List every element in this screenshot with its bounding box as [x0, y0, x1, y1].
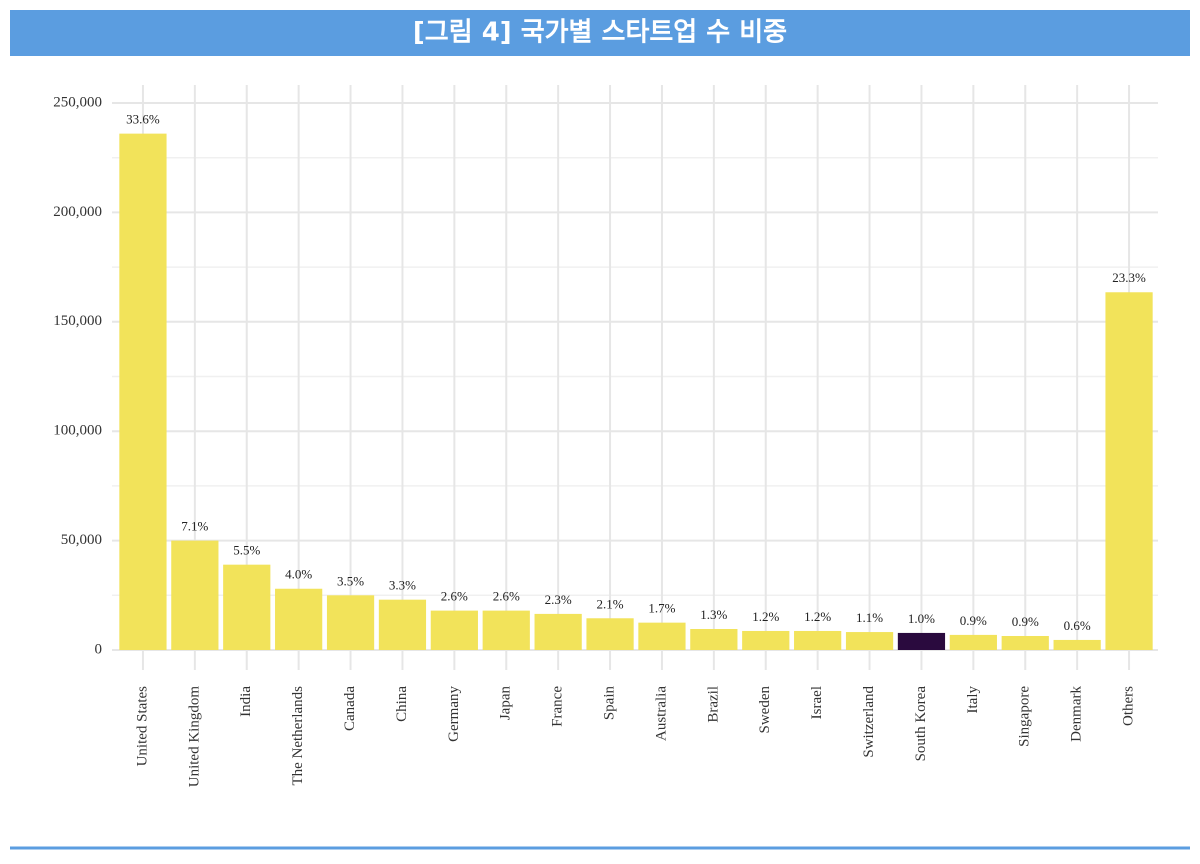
- x-tick-label: Singapore: [1017, 686, 1033, 747]
- bar: [638, 622, 686, 650]
- value-label: 4.0%: [285, 567, 312, 582]
- bar: [1001, 635, 1049, 650]
- x-tick-label: Spain: [601, 686, 617, 721]
- value-label: 3.5%: [337, 573, 364, 588]
- x-tick-label: Brazil: [705, 686, 721, 723]
- value-label: 1.2%: [752, 609, 779, 624]
- marks: [119, 133, 1153, 650]
- value-label: 33.6%: [126, 112, 160, 127]
- bar: [949, 634, 997, 650]
- y-tick-label: 200,000: [53, 204, 102, 220]
- bar: [794, 630, 842, 650]
- x-tick-label: Others: [1120, 686, 1136, 726]
- value-label: 2.1%: [597, 596, 624, 611]
- bar: [223, 564, 271, 650]
- bar: [1105, 292, 1153, 650]
- bar: [119, 133, 167, 650]
- y-tick-label: 150,000: [53, 313, 102, 329]
- x-tick-label: Sweden: [757, 686, 773, 734]
- value-label: 1.1%: [856, 610, 883, 625]
- x-tick-label: Germany: [446, 686, 462, 742]
- value-label: 2.3%: [545, 592, 572, 607]
- y-tick-label: 0: [95, 641, 103, 657]
- x-tick-label: United Kingdom: [186, 686, 202, 788]
- x-tick-label: South Korea: [913, 686, 929, 762]
- x-tick-label: France: [550, 686, 566, 727]
- x-tick-label: China: [394, 686, 410, 722]
- x-tick-label: India: [238, 686, 254, 717]
- bar: [534, 613, 582, 650]
- value-label: 1.0%: [908, 611, 935, 626]
- x-tick-label: Italy: [965, 686, 981, 714]
- value-label: 23.3%: [1112, 270, 1146, 285]
- x-tick-label: Denmark: [1069, 686, 1085, 742]
- value-label: 1.7%: [648, 601, 675, 616]
- bar: [378, 599, 427, 650]
- value-label: 7.1%: [181, 519, 208, 534]
- bar: [897, 632, 946, 650]
- x-tick-label: Japan: [498, 686, 514, 721]
- value-label: 1.2%: [804, 609, 831, 624]
- bar: [482, 610, 530, 650]
- y-tick-label: 50,000: [61, 532, 102, 548]
- x-tick-label: Australia: [653, 686, 669, 741]
- grid: [112, 85, 1158, 670]
- value-label: 3.3%: [389, 578, 416, 593]
- chart-title: [그림 4] 국가별 스타트업 수 비중: [413, 18, 787, 48]
- bar: [742, 630, 790, 650]
- bar: [275, 588, 323, 650]
- bar: [690, 628, 738, 650]
- title-bar: [10, 10, 1190, 56]
- bar: [326, 595, 375, 650]
- value-label: 0.9%: [1012, 614, 1039, 629]
- bar: [430, 610, 478, 650]
- bar: [1053, 639, 1101, 650]
- bar: [586, 618, 634, 650]
- x-tick-label: United States: [134, 686, 150, 767]
- x-tick-label: The Netherlands: [290, 686, 306, 786]
- value-label: 0.6%: [1064, 618, 1091, 633]
- bar: [845, 632, 894, 650]
- value-label: 2.6%: [441, 589, 468, 604]
- value-label: 0.9%: [960, 613, 987, 628]
- x-tick-label: Switzerland: [861, 686, 877, 758]
- value-label: 2.6%: [493, 589, 520, 604]
- x-tick-label: Canada: [342, 686, 358, 731]
- y-tick-label: 100,000: [53, 423, 102, 439]
- x-tick-label: Israel: [809, 686, 825, 719]
- y-tick-label: 250,000: [53, 94, 102, 110]
- bar: [171, 540, 219, 650]
- value-label: 5.5%: [233, 543, 260, 558]
- value-label: 1.3%: [700, 607, 727, 622]
